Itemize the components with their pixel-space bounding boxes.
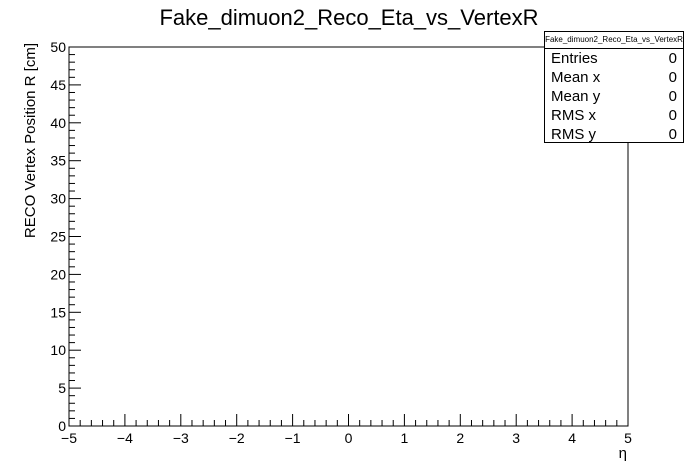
stats-value: 0	[668, 126, 677, 143]
stats-row-entries: Entries 0	[545, 49, 683, 68]
x-tick-label: 1	[401, 430, 409, 446]
stats-value: 0	[668, 69, 677, 86]
y-tick-labels: 0 5 10 15 20 25 30 35 40 45 50	[50, 39, 66, 434]
y-tick-label: 15	[50, 304, 66, 320]
stats-label: Mean x	[551, 69, 601, 86]
stats-label: RMS y	[551, 126, 596, 143]
y-tick-label: 20	[50, 266, 66, 282]
axis-ticks	[68, 46, 629, 427]
stats-value: 0	[668, 88, 677, 105]
stats-value: 0	[668, 107, 677, 124]
y-tick-label: 25	[50, 229, 66, 245]
y-tick-label: 0	[58, 418, 66, 434]
y-tick-label: 30	[50, 191, 66, 207]
x-tick-label: −2	[229, 430, 245, 446]
y-axis-label: RECO Vertex Position R [cm]	[22, 43, 39, 238]
y-tick-label: 40	[50, 115, 66, 131]
x-tick-label: 4	[568, 430, 576, 446]
y-tick-label: 50	[50, 39, 66, 55]
stats-label: RMS x	[551, 107, 596, 124]
x-tick-label: −5	[61, 430, 77, 446]
chart-title: Fake_dimuon2_Reco_Eta_vs_VertexR	[159, 5, 539, 30]
stats-value: 0	[668, 50, 677, 67]
stats-row-mean-y: Mean y 0	[545, 87, 683, 106]
x-tick-labels: −5 −4 −3 −2 −1 0 1 2 3 4 5	[61, 430, 632, 446]
stats-box: Fake_dimuon2_Reco_Eta_vs_VertexR Entries…	[544, 31, 684, 143]
y-tick-label: 5	[58, 380, 66, 396]
x-axis-label: η	[619, 445, 627, 462]
x-tick-label: 2	[456, 430, 464, 446]
x-tick-label: 3	[512, 430, 520, 446]
y-tick-label: 35	[50, 153, 66, 169]
x-tick-label: 0	[345, 430, 353, 446]
stats-box-title: Fake_dimuon2_Reco_Eta_vs_VertexR	[545, 32, 683, 49]
stats-row-mean-x: Mean x 0	[545, 68, 683, 87]
y-tick-label: 45	[50, 77, 66, 93]
y-tick-label: 10	[50, 342, 66, 358]
x-tick-label: −1	[285, 430, 301, 446]
stats-label: Mean y	[551, 88, 601, 105]
x-tick-label: 5	[624, 430, 632, 446]
x-tick-label: −4	[117, 430, 133, 446]
stats-label: Entries	[551, 50, 598, 67]
x-tick-label: −3	[173, 430, 189, 446]
stats-row-rms-y: RMS y 0	[545, 125, 683, 144]
stats-row-rms-x: RMS x 0	[545, 106, 683, 125]
